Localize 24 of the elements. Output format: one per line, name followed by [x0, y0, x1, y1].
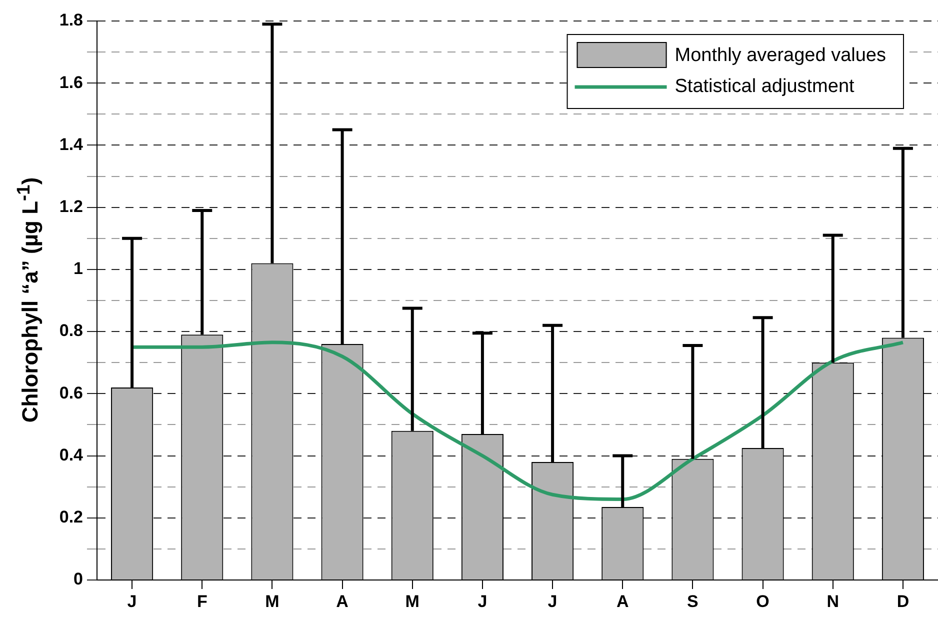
y-tick-label: 0.4: [59, 445, 84, 464]
y-tick-label: 0.2: [59, 508, 83, 527]
x-tick-label: M: [265, 592, 280, 611]
legend-label: Statistical adjustment: [674, 76, 856, 98]
x-tick-label: D: [896, 592, 910, 611]
legend-label: Monthly averaged values: [674, 45, 886, 66]
x-tick-label: S: [687, 592, 698, 611]
x-tick-label: F: [196, 592, 208, 611]
x-tick-label: M: [405, 592, 420, 611]
y-tick-label: 1.4: [59, 134, 84, 154]
x-tick-label: J: [548, 592, 558, 611]
y-tick-label: 1.6: [59, 72, 83, 92]
y-tick-label: 1: [74, 259, 83, 278]
x-tick-label: J: [478, 592, 488, 611]
y-tick-label: 1.2: [59, 197, 83, 216]
y-tick-label: 1.8: [59, 10, 83, 30]
y-tick-label: 0.6: [59, 383, 83, 402]
y-tick-label: 0.8: [59, 321, 83, 340]
x-tick-label: O: [756, 592, 770, 611]
y-tick-label: 0: [74, 570, 83, 589]
x-tick-label: A: [336, 592, 348, 611]
x-tick-label: J: [127, 592, 137, 611]
x-tick-label: A: [616, 592, 629, 611]
x-tick-label: N: [826, 592, 840, 611]
